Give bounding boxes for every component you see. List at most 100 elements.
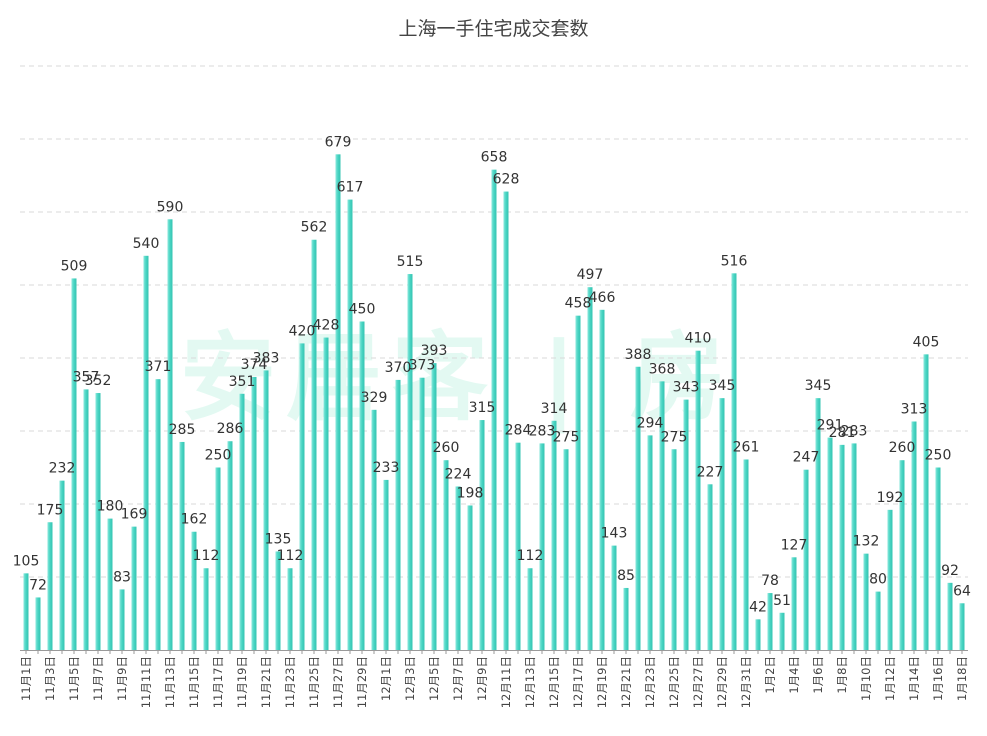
value-label: 286 [217, 421, 244, 437]
chart-title: 上海一手住宅成交套数 [398, 18, 589, 40]
value-label: 314 [541, 401, 568, 417]
value-label: 466 [589, 290, 616, 306]
x-tick-label: 12月1日 [379, 656, 393, 701]
x-tick-label: 12月5日 [427, 656, 441, 701]
bar [611, 545, 617, 650]
value-label: 260 [433, 440, 460, 456]
x-tick-label: 11月7日 [91, 656, 105, 701]
value-label: 162 [181, 512, 208, 528]
x-tick-label: 11月23日 [283, 656, 297, 708]
x-tick-label: 12月9日 [475, 656, 489, 701]
bar [683, 399, 689, 650]
x-tick-label: 1月14日 [907, 656, 921, 701]
bar [59, 480, 65, 650]
bar [95, 393, 101, 650]
x-tick-label: 12月13日 [523, 656, 537, 708]
value-label: 352 [85, 373, 112, 389]
x-tick-label: 1月12日 [883, 656, 897, 701]
value-label: 233 [373, 460, 400, 476]
value-label: 343 [673, 380, 700, 396]
value-label: 410 [685, 331, 712, 347]
value-label: 658 [481, 150, 508, 166]
bar [755, 619, 761, 650]
bar [71, 278, 77, 650]
value-label: 135 [265, 531, 292, 547]
bar [863, 553, 869, 650]
value-label: 227 [697, 464, 724, 480]
bar [671, 449, 677, 650]
value-label: 64 [953, 583, 971, 599]
bar [503, 191, 509, 650]
bar [251, 376, 257, 650]
bar [239, 393, 245, 650]
bar [299, 343, 305, 650]
x-tick-label: 12月3日 [403, 656, 417, 701]
bar [131, 526, 137, 650]
value-label: 198 [457, 485, 484, 501]
value-label: 357 [73, 369, 100, 385]
value-label: 85 [617, 568, 635, 584]
bar [383, 479, 389, 650]
bar [83, 389, 89, 650]
bar [791, 557, 797, 650]
value-label: 351 [229, 374, 256, 390]
value-label: 428 [313, 318, 340, 334]
bar [827, 437, 833, 650]
x-tick-label: 11月29日 [355, 656, 369, 708]
value-label: 590 [157, 199, 184, 215]
value-label: 374 [241, 357, 268, 373]
value-label: 260 [889, 440, 916, 456]
bar [623, 587, 629, 650]
value-label: 283 [841, 423, 868, 439]
bar [371, 409, 377, 650]
value-label: 383 [253, 350, 280, 366]
bar [527, 568, 533, 650]
value-label: 393 [421, 343, 448, 359]
x-tick-label: 12月29日 [715, 656, 729, 708]
value-label: 370 [385, 360, 412, 376]
bar [419, 377, 425, 650]
bar [899, 460, 905, 650]
bar [851, 443, 857, 650]
bar [467, 505, 473, 650]
value-label: 281 [829, 425, 856, 441]
value-label: 247 [793, 450, 820, 466]
value-label: 250 [925, 448, 952, 464]
value-label: 540 [133, 236, 160, 252]
value-label: 329 [361, 390, 388, 406]
value-label: 509 [61, 258, 88, 274]
bar [35, 597, 41, 650]
value-label: 291 [817, 418, 844, 434]
bar [659, 381, 665, 650]
value-label: 285 [169, 422, 196, 438]
bar [455, 486, 461, 650]
bar [779, 612, 785, 650]
value-label: 143 [601, 526, 628, 542]
x-tick-label: 11月9日 [115, 656, 129, 701]
x-tick-label: 12月7日 [451, 656, 465, 701]
x-tick-label: 11月3日 [43, 656, 57, 701]
value-label: 313 [901, 402, 928, 418]
bar [575, 315, 581, 650]
x-tick-label: 12月27日 [691, 656, 705, 708]
value-label: 562 [301, 220, 328, 236]
value-label: 315 [469, 400, 496, 416]
value-label: 169 [121, 507, 148, 523]
x-tick-label: 11月5日 [67, 656, 81, 701]
x-tick-label: 1月2日 [763, 656, 777, 694]
value-label: 617 [337, 180, 364, 196]
value-label: 72 [29, 577, 47, 593]
value-label: 515 [397, 254, 424, 270]
value-label: 112 [517, 548, 544, 564]
x-tick-label: 11月21日 [259, 656, 273, 708]
value-label: 420 [289, 323, 316, 339]
bar [767, 593, 773, 650]
x-tick-label: 1月8日 [835, 656, 849, 694]
bar [179, 441, 185, 650]
bar [287, 568, 293, 650]
bar [119, 589, 125, 650]
bar [923, 354, 929, 650]
bar [215, 467, 221, 650]
bar [311, 239, 317, 651]
